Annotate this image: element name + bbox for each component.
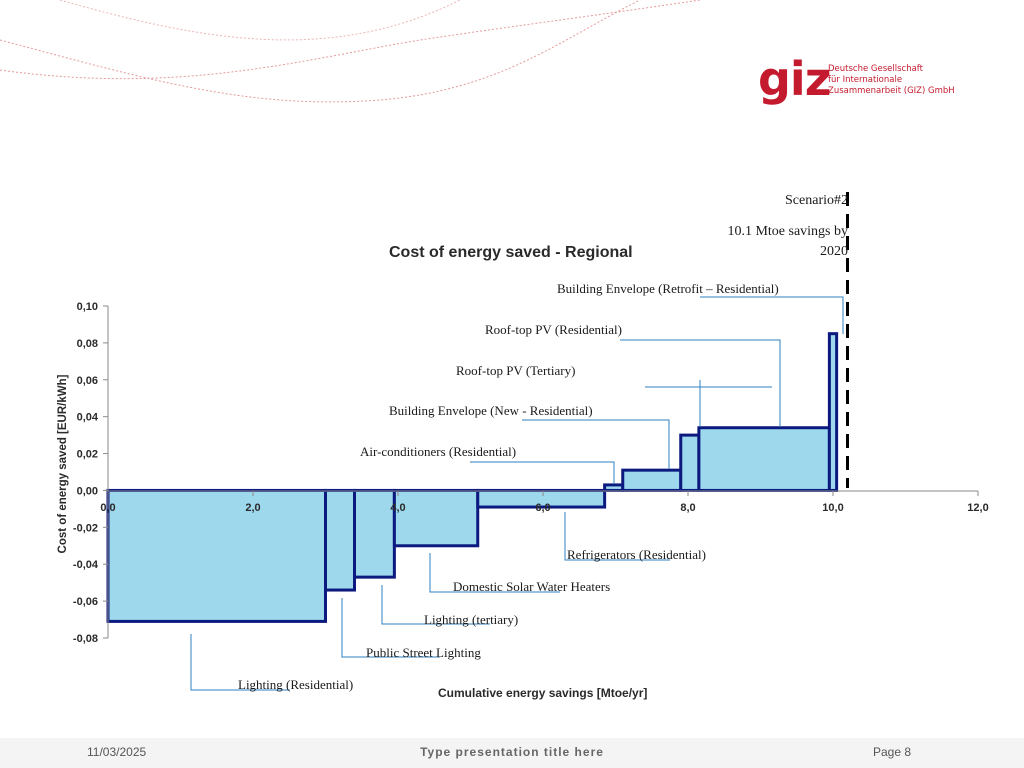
x-tick-label: 0,0 [100, 502, 115, 514]
leader-aircon [470, 461, 615, 484]
scenario-label: Scenario#2 [785, 193, 848, 208]
y-tick-label: 0,06 [77, 375, 98, 387]
leader-pv-residential [620, 339, 781, 427]
chart-ticks-layer: 0,10 0,08 0,06 0,04 0,02 0,00 -0,02 -0,04 -0,06 -… [73, 301, 989, 645]
chart-leaders-layer [190, 296, 844, 691]
logo-line-3: Zusammenarbeit (GIZ) GmbH [828, 86, 955, 96]
giz-logo: giz Deutsche Gesellschaft für Internatio… [758, 52, 958, 108]
annotation-refrigerators: Refrigerators (Residential) [567, 547, 706, 562]
y-tick-label: 0,10 [77, 301, 98, 313]
bar-5 [476, 488, 607, 509]
bar-4 [392, 488, 480, 548]
scenario-savings-line-1: 10.1 Mtoe savings by [727, 224, 848, 239]
chart-title: Cost of energy saved - Regional [389, 244, 633, 261]
annotation-lighting-tertiary: Lighting (tertiary) [424, 612, 518, 627]
footer-page: Page 8 [873, 745, 912, 759]
annotation-public-street: Public Street Lighting [366, 645, 481, 660]
leader-dswh [429, 553, 560, 593]
x-tick-label: 2,0 [245, 502, 260, 514]
x-tick-label: 6,0 [535, 502, 550, 514]
logo-mark: giz [758, 52, 831, 106]
annotation-bldg-new: Building Envelope (New - Residential) [389, 403, 593, 418]
x-tick-label: 4,0 [390, 502, 405, 514]
footer-bar [0, 738, 1024, 768]
y-tick-label: -0,06 [73, 596, 98, 608]
decorative-wave-lines [0, 0, 701, 103]
bar-6 [603, 483, 625, 492]
bar-3 [353, 488, 396, 579]
x-axis-title: Cumulative energy savings [Mtoe/yr] [438, 686, 647, 700]
leader-lighting-tertiary [381, 585, 490, 625]
y-tick-label: 0,04 [77, 412, 99, 424]
annotation-pv-tertiary: Roof-top PV (Tertiary) [456, 363, 575, 378]
y-tick-label: 0,02 [77, 449, 98, 461]
bar-9 [697, 426, 831, 492]
leader-bldg-retrofit [700, 296, 844, 334]
scenario-savings-line-2: 2020 [820, 244, 848, 259]
bar-10 [827, 332, 839, 492]
y-tick-label: -0,02 [73, 522, 98, 534]
y-tick-label: -0,04 [73, 559, 99, 571]
annotation-lighting-residential: Lighting (Residential) [238, 677, 353, 692]
leader-public-street [341, 598, 440, 658]
bar-2 [324, 488, 356, 592]
bar-7 [621, 468, 683, 492]
annotation-aircon: Air-conditioners (Residential) [360, 444, 516, 459]
footer-date: 11/03/2025 [87, 745, 147, 759]
x-tick-label: 12,0 [967, 502, 988, 514]
annotation-pv-residential: Roof-top PV (Residential) [485, 322, 622, 337]
logo-line-1: Deutsche Gesellschaft [828, 64, 923, 74]
bar-8 [679, 433, 701, 492]
leader-refrigerators [564, 512, 670, 561]
y-tick-label: -0,08 [73, 633, 98, 645]
leader-bldg-new [522, 419, 670, 469]
logo-text: Deutsche Gesellschaft für Internationale… [828, 64, 955, 97]
logo-line-2: für Internationale [828, 75, 903, 85]
y-tick-label: 0,08 [77, 338, 98, 350]
y-tick-label: 0,00 [77, 485, 98, 497]
annotation-bldg-retrofit: Building Envelope (Retrofit – Residentia… [557, 281, 779, 296]
chart-bars-layer [106, 192, 849, 623]
bar-1 [106, 488, 327, 623]
x-tick-label: 8,0 [680, 502, 695, 514]
y-axis-title: Cost of energy saved [EUR/kWh] [57, 374, 69, 553]
x-tick-label: 10,0 [822, 502, 843, 514]
chart-text-layer: Cost of energy saved - Regional Cumulati… [57, 193, 848, 700]
footer-title: Type presentation title here [420, 745, 604, 759]
cost-curve-chart: 0,10 0,08 0,06 0,04 0,02 0,00 -0,02 -0,04 -0,06 -… [57, 192, 989, 700]
annotation-dswh: Domestic Solar Water Heaters [453, 579, 610, 594]
leader-lighting-residential [190, 634, 290, 691]
